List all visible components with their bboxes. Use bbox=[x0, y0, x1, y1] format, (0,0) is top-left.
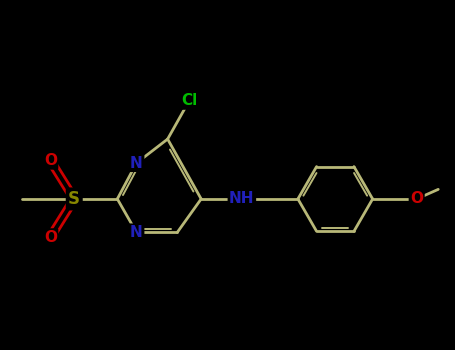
Text: Cl: Cl bbox=[181, 93, 197, 108]
Text: O: O bbox=[410, 191, 423, 206]
Text: N: N bbox=[130, 225, 143, 240]
Text: S: S bbox=[68, 190, 80, 208]
Text: N: N bbox=[130, 155, 143, 170]
Text: O: O bbox=[44, 153, 57, 168]
Text: NH: NH bbox=[229, 191, 255, 206]
Text: O: O bbox=[44, 230, 57, 245]
